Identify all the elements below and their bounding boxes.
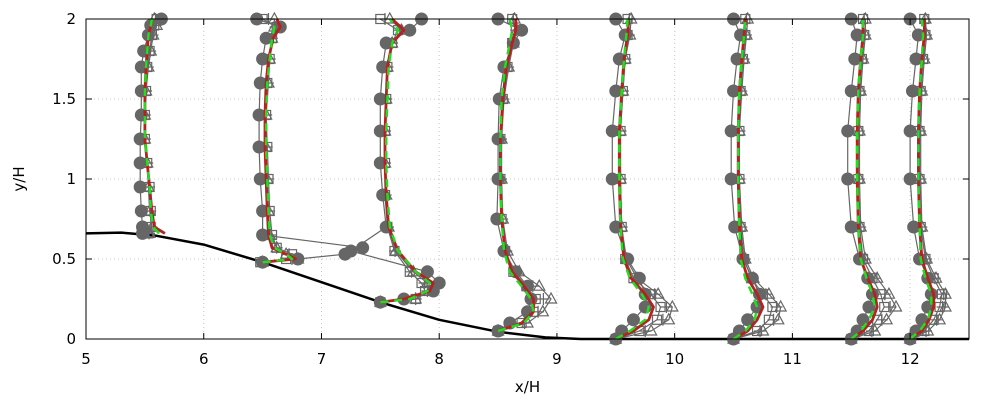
y-tick-label: 1.5 bbox=[52, 90, 76, 108]
x-tick-label: 7 bbox=[317, 350, 327, 368]
green-dashed-curve bbox=[615, 18, 651, 341]
circle-marker bbox=[605, 172, 619, 186]
circle-marker bbox=[841, 172, 855, 186]
circle-marker bbox=[373, 92, 387, 106]
circle-marker bbox=[133, 180, 147, 194]
square-marker bbox=[651, 314, 663, 325]
plus-marker bbox=[656, 313, 669, 326]
station-6.5 bbox=[250, 11, 370, 269]
circle-marker bbox=[844, 220, 858, 234]
circle-marker bbox=[907, 220, 921, 234]
station-8.5 bbox=[490, 11, 558, 338]
circle-marker bbox=[844, 84, 858, 98]
triangle-marker bbox=[544, 291, 558, 304]
circle-marker bbox=[724, 124, 738, 138]
triangle-marker bbox=[665, 299, 679, 312]
circle-marker bbox=[491, 132, 505, 146]
circle-marker bbox=[491, 324, 505, 338]
green-dashed-curve bbox=[143, 18, 160, 235]
x-tick-label: 6 bbox=[199, 350, 209, 368]
station-12 bbox=[903, 11, 952, 346]
x-tick-label: 12 bbox=[901, 350, 920, 368]
plus-marker bbox=[639, 325, 652, 337]
circle-marker bbox=[491, 172, 505, 186]
circle-marker bbox=[136, 220, 150, 234]
circle-marker bbox=[609, 84, 623, 98]
square-marker bbox=[751, 325, 763, 337]
circle-marker bbox=[632, 271, 646, 285]
station-11.5 bbox=[841, 11, 903, 346]
circle-marker bbox=[727, 84, 741, 98]
square-marker bbox=[767, 301, 778, 313]
y-axis-label: y/H bbox=[10, 166, 28, 191]
green-dashed-curve bbox=[909, 18, 933, 340]
circle-marker bbox=[134, 204, 148, 218]
plus-marker bbox=[537, 293, 550, 305]
profile-series bbox=[133, 11, 952, 346]
triangle-marker bbox=[882, 286, 896, 299]
circle-marker bbox=[432, 276, 446, 290]
plus-marker bbox=[660, 301, 673, 313]
triangle-marker bbox=[774, 299, 788, 312]
circle-marker bbox=[841, 124, 855, 138]
x-tick-label: 11 bbox=[783, 350, 802, 368]
green-dashed-curve bbox=[497, 18, 535, 333]
square-marker bbox=[516, 317, 527, 329]
circle-marker bbox=[605, 124, 619, 138]
circle-marker bbox=[252, 108, 266, 122]
x-tick-label: 10 bbox=[665, 350, 684, 368]
circle-marker bbox=[905, 84, 919, 98]
x-tick-label: 8 bbox=[434, 350, 444, 368]
circle-marker bbox=[862, 300, 876, 314]
circle-marker bbox=[256, 228, 270, 242]
x-axis-label: x/H bbox=[515, 378, 540, 396]
triangle-marker bbox=[880, 312, 894, 325]
circle-marker bbox=[253, 172, 267, 186]
square-marker bbox=[416, 277, 427, 289]
plus-marker bbox=[884, 301, 897, 313]
station-5.5 bbox=[133, 11, 168, 240]
circle-marker bbox=[253, 76, 267, 90]
triangle-marker bbox=[536, 304, 550, 317]
x-tick-label: 9 bbox=[552, 350, 562, 368]
triangle-marker bbox=[532, 278, 546, 291]
green-dashed-curve bbox=[380, 18, 432, 304]
station-10.5 bbox=[724, 11, 788, 346]
circle-series-line bbox=[349, 18, 440, 303]
circle-marker bbox=[903, 172, 917, 186]
triangle-marker bbox=[771, 312, 785, 325]
circle-marker bbox=[344, 244, 358, 258]
x-tick-label: 5 bbox=[81, 350, 91, 368]
triangle-marker bbox=[644, 323, 658, 336]
y-tick-label: 2 bbox=[66, 10, 76, 28]
y-tick-label: 0 bbox=[66, 330, 76, 348]
circle-marker bbox=[515, 23, 529, 37]
square-marker bbox=[655, 301, 666, 313]
square-marker bbox=[763, 314, 774, 325]
y-tick-label: 0.5 bbox=[52, 250, 76, 268]
circle-marker bbox=[133, 156, 147, 170]
triangle-marker bbox=[662, 312, 676, 325]
green-dashed-curve bbox=[850, 19, 877, 340]
circle-marker bbox=[903, 124, 917, 138]
circle-series-line bbox=[256, 18, 363, 263]
axis-ticks: 5 6 7 8 9 10 11 12 0 0.5 1 1.5 2 bbox=[52, 10, 969, 368]
station-7.5 bbox=[344, 11, 446, 309]
triangle-marker bbox=[889, 299, 903, 312]
green-dashed-curve bbox=[732, 18, 759, 341]
circle-marker bbox=[724, 172, 738, 186]
y-tick-label: 1 bbox=[66, 170, 76, 188]
circle-marker bbox=[626, 313, 640, 327]
triangle-marker bbox=[267, 11, 281, 24]
circle-marker bbox=[252, 140, 266, 154]
triangle-marker bbox=[383, 11, 397, 24]
square-marker bbox=[879, 301, 890, 313]
green-dashed-curve bbox=[262, 18, 294, 264]
circle-marker bbox=[403, 23, 417, 37]
station-9.5 bbox=[605, 11, 679, 346]
